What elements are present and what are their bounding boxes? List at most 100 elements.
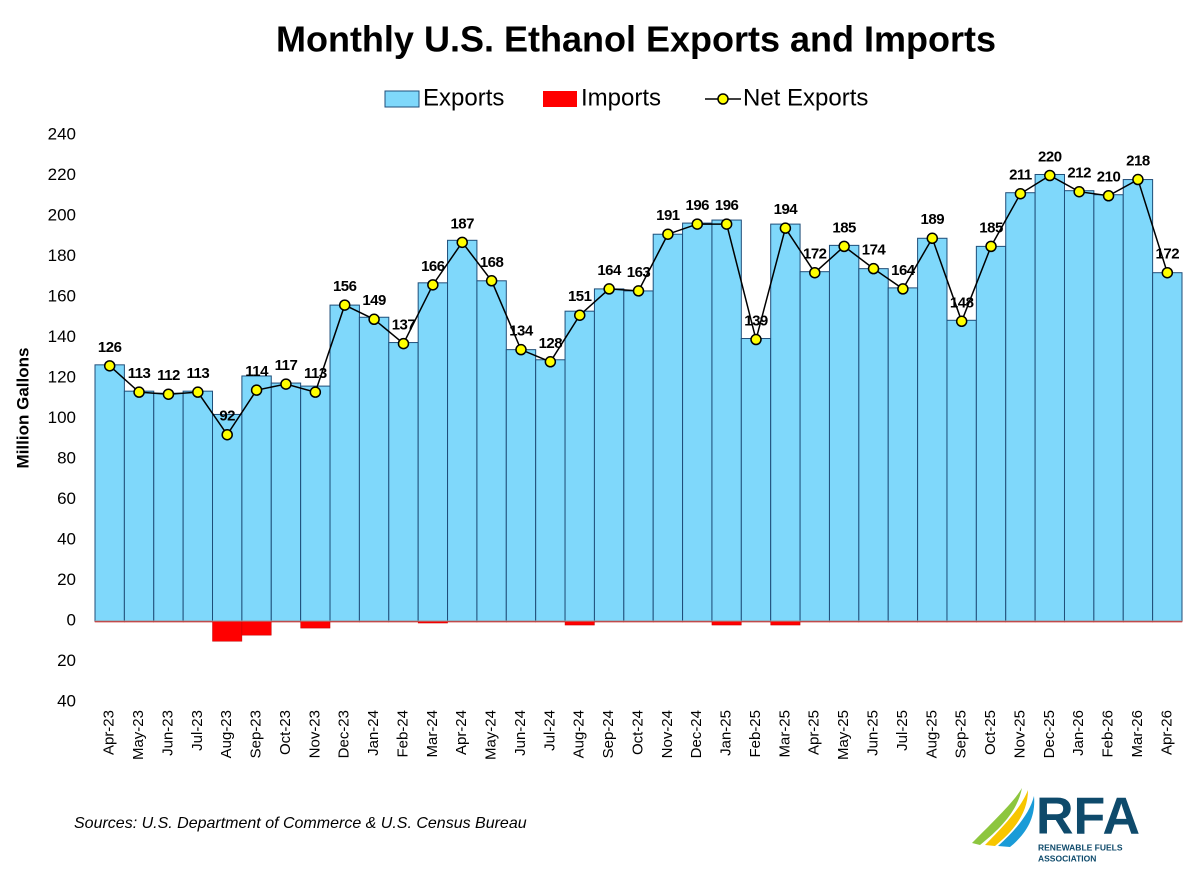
bar	[388, 342, 419, 622]
x-tick-label: Oct-23	[277, 710, 294, 755]
x-tick-label: Sep-23	[248, 710, 265, 758]
data-label: 185	[832, 219, 856, 236]
data-label: 189	[921, 211, 945, 228]
net-exports-marker	[1161, 266, 1174, 279]
logo: RFA RENEWABLE FUELS ASSOCIATION	[972, 788, 1140, 863]
bar	[711, 219, 742, 622]
data-label: 148	[950, 294, 974, 311]
chart-title: Monthly U.S. Ethanol Exports and Imports	[276, 19, 996, 60]
net-exports-marker	[573, 309, 586, 321]
bar	[799, 271, 830, 622]
net-exports-marker	[192, 386, 204, 398]
x-tick-label: May-24	[483, 710, 500, 760]
net-exports-marker	[221, 428, 233, 441]
bar	[593, 288, 625, 622]
bar	[447, 239, 478, 622]
net-exports-marker	[103, 360, 116, 372]
x-tick-label: Jun-24	[512, 710, 529, 756]
logo-swoosh	[985, 790, 1028, 846]
logo-swoosh	[972, 788, 1022, 845]
x-tick-label: Apr-25	[806, 710, 823, 755]
legend-label: Exports	[423, 84, 504, 111]
data-label: 172	[803, 246, 827, 263]
y-tick-label: 40	[57, 691, 76, 710]
y-tick-label: 240	[48, 124, 76, 143]
bar	[212, 620, 243, 642]
data-label: 220	[1038, 148, 1062, 165]
bar	[241, 375, 272, 622]
data-label: 210	[1097, 169, 1121, 186]
x-tick-label: Nov-25	[1011, 710, 1028, 758]
x-tick-label: May-23	[130, 710, 147, 760]
data-label: 112	[157, 367, 180, 384]
x-tick-label: Mar-24	[424, 710, 441, 758]
data-label: 117	[275, 357, 298, 374]
net-exports-marker	[632, 285, 645, 297]
data-label: 164	[597, 262, 622, 279]
net-exports-marker	[544, 356, 557, 368]
x-tick-label: Apr-24	[453, 710, 470, 755]
data-label: 196	[715, 197, 739, 214]
x-tick-label: Sep-24	[600, 710, 617, 758]
net-exports-marker	[338, 299, 351, 311]
net-exports-marker	[662, 228, 674, 240]
y-tick-label: 220	[48, 165, 76, 184]
legend-label: Net Exports	[743, 84, 868, 111]
bar	[770, 620, 801, 626]
y-axis-label: Million Gallons	[13, 348, 32, 469]
x-tick-label: Jul-25	[894, 710, 911, 751]
net-exports-marker	[456, 236, 468, 249]
data-label: 187	[450, 215, 474, 232]
data-label: 174	[862, 242, 887, 259]
bar	[946, 319, 977, 622]
bar	[153, 392, 184, 622]
bar	[975, 245, 1007, 622]
net-exports-marker	[838, 240, 850, 253]
data-label: 128	[539, 335, 563, 352]
net-exports-marker	[955, 315, 968, 328]
data-label: 164	[891, 262, 916, 279]
bar	[329, 304, 360, 622]
data-label: 168	[480, 254, 504, 271]
net-exports-marker	[985, 240, 997, 253]
net-exports-marker	[427, 279, 439, 291]
bar	[711, 620, 742, 626]
x-tick-label: Dec-24	[688, 710, 705, 758]
data-label: 114	[245, 363, 269, 380]
bar	[212, 413, 243, 622]
legend-swatch	[384, 90, 420, 108]
data-label: 185	[979, 219, 1003, 236]
x-tick-label: Aug-23	[218, 710, 235, 758]
net-exports-marker	[515, 343, 527, 356]
bar	[270, 382, 302, 622]
x-tick-label: Apr-23	[101, 710, 118, 755]
data-label: 113	[128, 365, 151, 382]
bar	[123, 390, 155, 622]
x-tick-label: Dec-23	[336, 710, 353, 758]
net-exports-marker	[720, 218, 733, 230]
logo-swoosh	[998, 796, 1035, 847]
y-tick-label: 20	[57, 651, 76, 670]
bar	[887, 287, 919, 622]
net-exports-marker	[809, 266, 821, 279]
bar	[505, 349, 537, 622]
bar	[1093, 194, 1124, 622]
y-tick-label: 120	[48, 367, 76, 386]
net-exports-marker	[779, 222, 792, 234]
bar	[358, 316, 390, 622]
x-tick-label: Feb-24	[394, 710, 411, 758]
net-exports-marker	[691, 218, 704, 230]
data-label: 196	[685, 197, 709, 214]
bar	[623, 290, 654, 622]
x-tick-label: Mar-25	[776, 710, 793, 758]
x-tick-label: Jan-24	[365, 710, 382, 756]
net-exports-marker	[368, 313, 380, 326]
net-exports-marker	[1102, 190, 1115, 202]
net-exports-marker	[867, 262, 880, 275]
source-note: Sources: U.S. Department of Commerce & U…	[74, 815, 527, 832]
y-tick-label: 100	[48, 408, 76, 427]
net-exports-marker	[162, 388, 175, 400]
x-tick-label: Sep-25	[953, 710, 970, 758]
x-tick-label: Feb-26	[1100, 710, 1117, 758]
